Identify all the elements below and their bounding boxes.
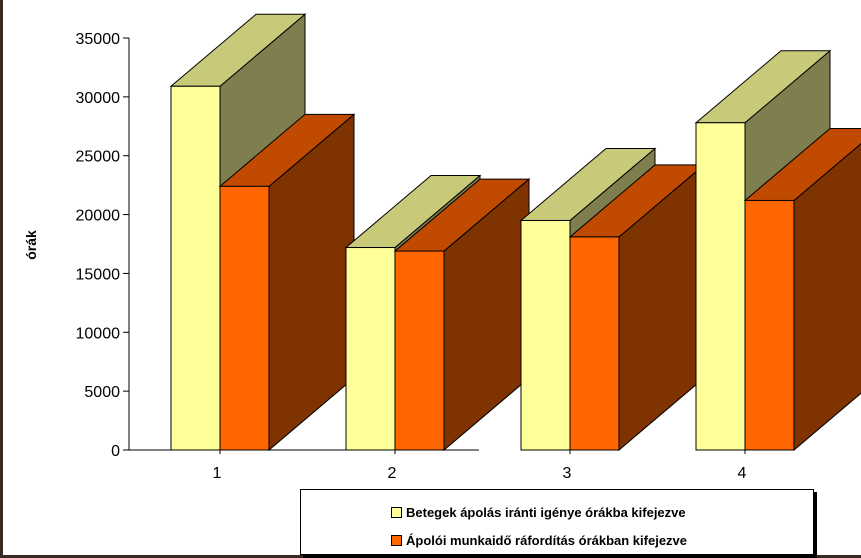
legend: Betegek ápolás iránti igénye órákba kife… [300,489,814,555]
legend-label-series-2: Ápolói munkaidő ráfordítás órákban kifej… [406,532,688,548]
legend-label-series-1: Betegek ápolás iránti igénye órákba kife… [406,504,686,520]
bar-series-1-cat-1 [170,85,221,451]
legend-item-series-1: Betegek ápolás iránti igénye órákba kife… [301,498,813,526]
chart-canvas: 0 5000 10000 15000 20000 25000 30000 35000 órák… [23,13,861,482]
y-tick-label: 25000 [76,149,121,166]
bar-series-2-cat-2 [394,250,445,451]
bar-series-1-cat-2 [345,247,396,451]
y-tick-label: 15000 [76,266,121,283]
x-category-label: 3 [563,465,572,482]
bar-series-2-cat-3 [569,236,620,451]
x-category-label: 1 [213,465,222,482]
y-tick-label: 0 [111,443,120,460]
y-tick-label: 5000 [84,384,120,401]
bar-series-1-cat-4 [695,122,746,451]
y-tick-label: 10000 [76,325,121,342]
legend-item-series-2: Ápolói munkaidő ráfordítás órákban kifej… [301,526,813,554]
x-category-label: 4 [738,465,747,482]
y-tick-label: 30000 [76,90,121,107]
y-tick-label: 20000 [76,208,121,225]
bar-series-2-cat-4 [744,199,795,451]
y-axis-ticks: 0 5000 10000 15000 20000 25000 30000 35000 [76,31,129,460]
y-axis-label: órák [23,230,39,260]
legend-swatch-series-2 [391,534,402,546]
legend-swatch-series-1 [391,506,402,518]
x-category-label: 2 [388,465,397,482]
bars-group [169,13,861,452]
bar-series-2-cat-1 [219,185,270,451]
y-tick-label: 35000 [76,31,121,48]
bar-series-1-cat-3 [520,219,571,451]
x-axis-categories: 1 2 3 4 [213,450,747,482]
